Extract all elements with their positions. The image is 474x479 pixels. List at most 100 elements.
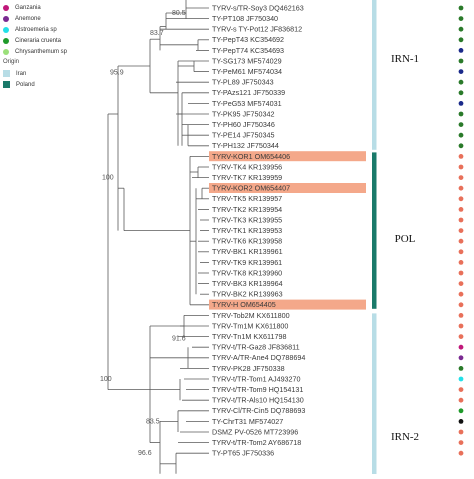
taxon-label: TY-PT65 JF750336 bbox=[212, 449, 274, 458]
host-dot-icon bbox=[458, 238, 464, 244]
host-dot-icon bbox=[458, 228, 464, 234]
taxon-label: TYRV-A/TR-Ane4 DQ788694 bbox=[212, 353, 305, 362]
host-dot-icon bbox=[458, 217, 464, 223]
legend-host-item: Cineraria cruenta bbox=[0, 35, 110, 46]
bootstrap-value: 95.9 bbox=[110, 70, 124, 77]
legend-host-item: Anemone bbox=[0, 13, 110, 24]
host-dot-icon bbox=[458, 16, 464, 21]
legend-host-item: Alstroemeria sp bbox=[0, 24, 110, 35]
host-dot-icon bbox=[458, 26, 464, 32]
taxon-label: TYRV-Tob2M KX611800 bbox=[212, 311, 290, 320]
host-dot-icon bbox=[458, 334, 464, 339]
legend-host-item: Chrysanthemum sp bbox=[0, 46, 110, 57]
legend-dot-icon bbox=[3, 4, 9, 11]
taxon-label: TY-PH60 JF750346 bbox=[212, 120, 275, 129]
bootstrap-value: 80.5 bbox=[172, 10, 186, 17]
taxon-label: TY-PL89 JF750343 bbox=[212, 78, 274, 87]
taxon-label: TYRV-KOR1 OM654406 bbox=[212, 152, 290, 161]
taxon-label: TY-PepT74 KC354693 bbox=[212, 46, 284, 55]
taxon-label: TYRV-TK8 KR139960 bbox=[212, 268, 282, 277]
host-dot-icon bbox=[458, 408, 464, 414]
taxon-label: TYRV-BK2 KR139963 bbox=[212, 290, 283, 299]
taxon-label: TYRV-BK3 KR139964 bbox=[212, 279, 283, 288]
taxon-label: TYRV-TK6 KR139958 bbox=[212, 237, 282, 246]
host-dot-icon bbox=[458, 397, 464, 403]
legend-host-item: Ganzania bbox=[0, 2, 110, 13]
legend-label: Cineraria cruenta bbox=[15, 37, 62, 44]
taxon-label: TY-PK95 JF750342 bbox=[212, 109, 274, 118]
bootstrap-value: 91.6 bbox=[172, 336, 186, 343]
highlight-box bbox=[209, 183, 366, 193]
host-dot-icon bbox=[458, 69, 464, 74]
taxon-label: TY-PT108 JF750340 bbox=[212, 14, 278, 23]
taxon-label: TY-PeG53 MF574031 bbox=[212, 99, 282, 108]
host-dot-icon bbox=[458, 376, 464, 382]
host-dot-icon bbox=[458, 313, 464, 318]
bootstrap-value: 83.7 bbox=[150, 30, 164, 37]
legend-origin-title: Origin bbox=[3, 59, 20, 65]
taxon-label: TYRV-t/TR-Als10 HQ154130 bbox=[212, 396, 304, 405]
host-dot-icon bbox=[458, 79, 464, 85]
host-dot-icon bbox=[458, 175, 464, 181]
legend-dot-icon bbox=[3, 26, 9, 33]
legend-dot-icon bbox=[3, 48, 9, 55]
bootstrap-value: 100 bbox=[102, 175, 114, 182]
host-dot-icon bbox=[458, 185, 464, 191]
clade-label: IRN-2 bbox=[391, 431, 419, 443]
host-dot-icon bbox=[458, 132, 464, 138]
host-dot-icon bbox=[458, 355, 464, 361]
host-dot-icon bbox=[458, 419, 464, 424]
legend-dot-icon bbox=[3, 15, 9, 22]
taxon-label: TY-SG173 MF574029 bbox=[212, 56, 282, 65]
taxon-label: TYRV-s/TR-Soy3 DQ462163 bbox=[212, 3, 304, 12]
host-dot-icon bbox=[458, 260, 464, 265]
taxon-label: TYRV-TK2 KR139954 bbox=[212, 205, 282, 214]
host-dot-icon bbox=[458, 281, 464, 286]
clade-label: POL bbox=[395, 233, 416, 245]
host-dot-icon bbox=[458, 143, 464, 149]
host-dot-icon bbox=[458, 111, 464, 117]
legend: Ganzania Anemone Alstroemeria sp Cineraria … bbox=[0, 0, 110, 90]
taxon-label: TYRV-TK4 KR139956 bbox=[212, 162, 282, 171]
taxon-label: DSMZ PV-0526 MT723996 bbox=[212, 427, 298, 436]
host-dot-icon bbox=[458, 249, 464, 255]
bootstrap-value: 83.5 bbox=[146, 418, 160, 425]
host-dot-icon bbox=[458, 291, 464, 297]
taxon-label: TYRV-BK1 KR139961 bbox=[212, 247, 283, 256]
legend-label: Chrysanthemum sp bbox=[15, 48, 68, 55]
host-dot-icon bbox=[458, 323, 464, 329]
taxon-label: TY-PeM61 MF574034 bbox=[212, 67, 282, 76]
legend-square-icon bbox=[3, 81, 10, 88]
legend-label: Anemone bbox=[15, 15, 41, 22]
taxon-label: TYRV-TK7 KR139959 bbox=[212, 173, 282, 182]
taxon-label: TYRV-TK3 KR139955 bbox=[212, 215, 282, 224]
legend-label: Poland bbox=[16, 81, 35, 88]
host-dot-icon bbox=[458, 154, 464, 159]
clade-bar bbox=[372, 152, 377, 309]
taxon-label: TY-PE14 JF750345 bbox=[212, 131, 274, 140]
legend-label: Alstroemeria sp bbox=[15, 26, 57, 33]
taxon-label: TY-PH132 JF750344 bbox=[212, 141, 279, 150]
host-dot-icon bbox=[458, 366, 464, 371]
host-dot-icon bbox=[458, 302, 464, 308]
taxon-label: TYRV-Tm1M KX611800 bbox=[212, 321, 288, 330]
taxon-label: TYRV-Tn1M KX611798 bbox=[212, 332, 286, 341]
host-dot-icon bbox=[458, 207, 464, 212]
host-dot-icon bbox=[458, 440, 464, 445]
taxon-label: TYRV-PK28 JF750338 bbox=[212, 364, 285, 373]
taxon-label: TYRV-TK5 KR139957 bbox=[212, 194, 282, 203]
host-dot-icon bbox=[458, 37, 464, 43]
clade-bar bbox=[372, 313, 377, 479]
host-dot-icon bbox=[458, 90, 464, 96]
host-dot-icon bbox=[458, 122, 464, 127]
clade-label: IRN-1 bbox=[391, 53, 419, 65]
host-dot-icon bbox=[458, 270, 464, 276]
taxon-label: TYRV-KOR2 OM654407 bbox=[212, 184, 290, 193]
taxon-label: TYRV-t/TR-Tom9 HQ154131 bbox=[212, 385, 303, 394]
taxon-label: TYRV-t/TR-Gaz8 JF836811 bbox=[212, 343, 300, 352]
host-dot-icon bbox=[458, 164, 464, 170]
taxon-label: TYRV-TK1 KR139953 bbox=[212, 226, 282, 235]
taxon-label: TY-PAzs121 JF750339 bbox=[212, 88, 285, 97]
taxon-label: TYRV-H OM654405 bbox=[212, 300, 276, 309]
